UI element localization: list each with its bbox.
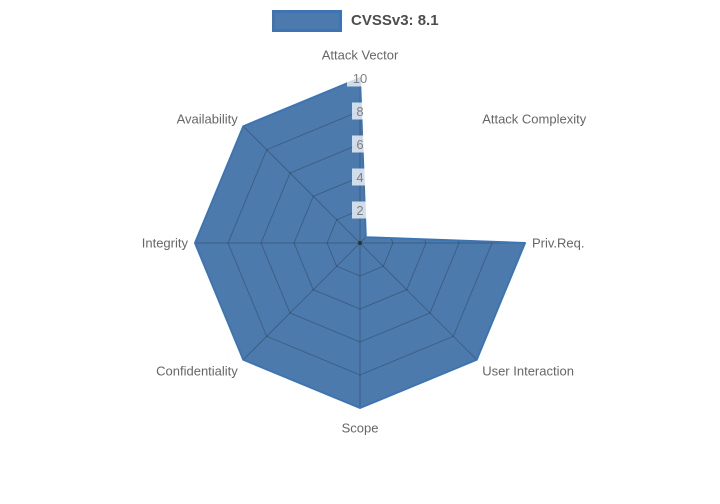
- radar-center-dot: [357, 240, 363, 246]
- tick-label-6: 6: [356, 137, 363, 152]
- grid-spoke-attack-complexity: [359, 125, 478, 244]
- tick-label-10: 10: [353, 71, 367, 86]
- tick-label-4: 4: [356, 170, 363, 185]
- axis-label-availability: Availability: [177, 111, 239, 126]
- axis-label-scope: Scope: [342, 421, 379, 436]
- grid-spoke-user-interaction: [359, 242, 478, 361]
- axis-labels: Attack Vector Attack Complexity Priv.Req. U…: [142, 48, 587, 436]
- tick-backdrop-6: [352, 135, 368, 153]
- legend-swatch: [272, 10, 342, 32]
- axis-label-attack-complexity: Attack Complexity: [482, 111, 587, 126]
- axis-label-confidentiality: Confidentiality: [156, 364, 238, 379]
- tick-backdrop-2: [352, 201, 368, 219]
- radial-ticks: 2 4 6 8 10: [347, 69, 373, 219]
- legend-label: CVSSv3: 8.1: [351, 12, 439, 29]
- series-border: [194, 77, 526, 409]
- axis-label-priv-req: Priv.Req.: [532, 236, 585, 251]
- grid-spoke-availability: [242, 125, 361, 244]
- grid-spoke-confidentiality: [242, 242, 361, 361]
- tick-backdrop-10: [347, 69, 373, 87]
- axis-label-user-interaction: User Interaction: [482, 364, 574, 379]
- tick-label-8: 8: [356, 104, 363, 119]
- tick-backdrop-8: [352, 102, 368, 120]
- chart-legend-item[interactable]: CVSSv3: 8.1: [272, 10, 439, 32]
- tick-label-2: 2: [356, 203, 363, 218]
- axis-label-attack-vector: Attack Vector: [322, 48, 399, 63]
- tick-backdrop-4: [352, 168, 368, 186]
- axis-label-integrity: Integrity: [142, 236, 189, 251]
